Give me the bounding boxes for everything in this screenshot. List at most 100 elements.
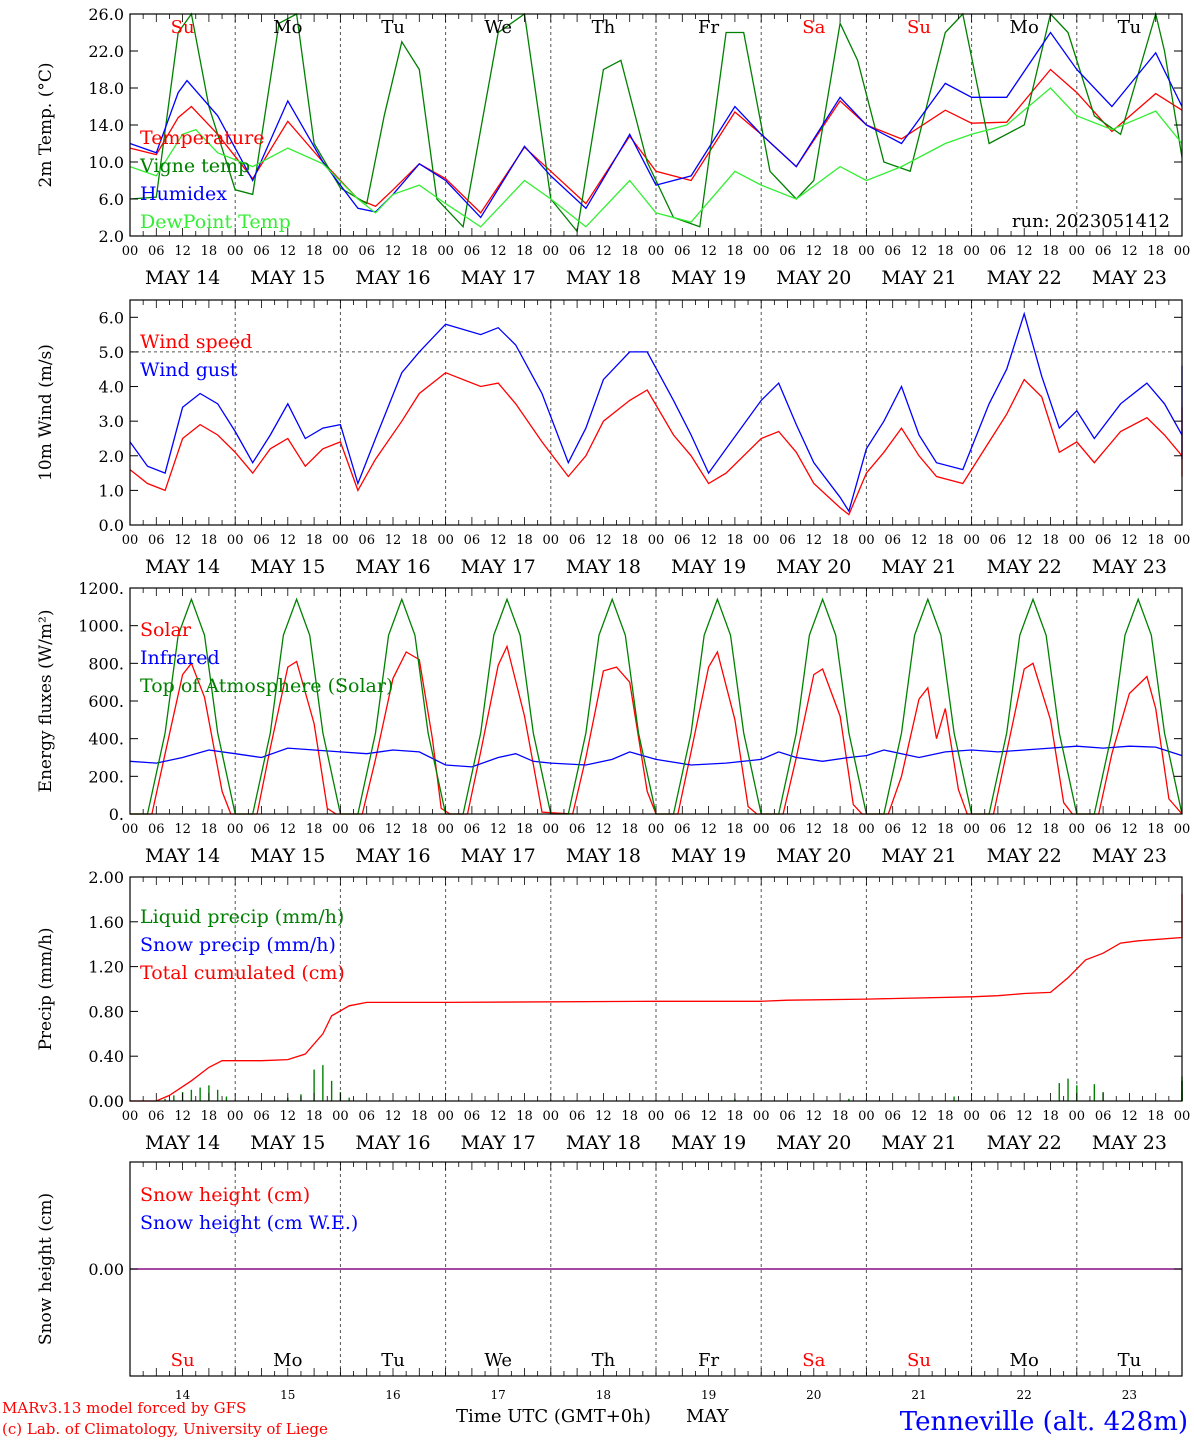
hour-tick-label: 12 [490,822,507,837]
hour-tick-label: 18 [306,1109,323,1124]
hour-tick-label: 18 [516,533,533,548]
hour-tick-label: 00 [753,822,770,837]
y-tick-label: 3.0 [99,412,124,431]
hour-tick-label: 12 [1121,533,1138,548]
hour-tick-label: 18 [621,822,638,837]
y-tick-label: 14.0 [88,116,124,135]
legend-entry: Temperature [140,127,264,149]
y-tick-label: 800. [88,654,124,673]
plot-frame [129,299,1183,526]
date-label: MAY 22 [987,267,1062,289]
y-tick-label: 1.0 [99,481,124,500]
hour-tick-label: 00 [332,1109,349,1124]
legend-entry: DewPoint Temp [140,211,291,233]
hour-tick-label: 12 [700,244,717,259]
series-line-temperature-0 [129,68,1183,214]
bottom-day-number: 18 [596,1388,611,1402]
y-axis-label: Energy fluxes (W/m²) [36,610,56,793]
hour-tick-label: 12 [280,533,297,548]
hour-tick-label: 12 [1121,822,1138,837]
date-label: MAY 19 [671,845,746,867]
y-tick-label: 26.0 [88,5,124,24]
hour-tick-label: 06 [990,1109,1007,1124]
legend-entry: Total cumulated (cm) [140,962,345,984]
hour-tick-label: 12 [595,1109,612,1124]
hour-tick-label: 06 [990,244,1007,259]
panel-energy: 0. 200. 400. 600. 800. 1000. 1200. Energy fluxe… [36,579,1190,867]
date-label: MAY 15 [250,556,325,578]
hour-tick-label: 12 [1016,822,1033,837]
hour-tick-label: 12 [1121,244,1138,259]
hour-tick-label: 18 [832,822,849,837]
hour-tick-label: 18 [727,244,744,259]
hour-tick-label: 18 [727,822,744,837]
hour-tick-label: 18 [727,533,744,548]
hour-tick-label: 18 [411,244,428,259]
hour-tick-label: 00 [963,244,980,259]
hour-tick-label: 18 [1147,533,1164,548]
y-tick-label: 600. [88,692,124,711]
y-tick-label: 0. [109,805,124,824]
hour-tick-label: 06 [464,533,481,548]
hour-tick-label: 12 [806,244,823,259]
hour-tick-label: 12 [700,533,717,548]
date-label: MAY 18 [566,556,641,578]
hour-tick-label: 18 [1147,1109,1164,1124]
hour-tick-label: 12 [174,1109,191,1124]
day-of-week-label: Sa [802,17,825,38]
date-label: MAY 18 [566,267,641,289]
legend-entry: Top of Atmosphere (Solar) [140,675,393,697]
y-axis-label: 2m Temp. (°C) [36,62,56,187]
run-label: run: 2023051412 [1012,211,1170,232]
date-label: MAY 14 [145,267,220,289]
date-label: MAY 21 [881,556,956,578]
y-axis-label: Precip (mm/h) [36,927,56,1050]
hour-tick-label: 06 [1095,1109,1112,1124]
hour-tick-label: 06 [148,822,165,837]
hour-tick-label: 00 [437,244,454,259]
bottom-day-of-week-label: Mo [1010,1350,1039,1371]
hour-tick-label: 00 [437,533,454,548]
legend-entry: Wind speed [140,331,252,353]
hour-tick-label: 06 [464,244,481,259]
hour-tick-label: 06 [148,244,165,259]
hour-tick-label: 00 [1174,533,1191,548]
date-label: MAY 14 [145,845,220,867]
hour-tick-label: 00 [332,822,349,837]
day-of-week-label: Mo [1010,17,1039,38]
hour-tick-label: 00 [963,533,980,548]
y-tick-label: 6.0 [99,190,124,209]
date-label: MAY 17 [461,1132,536,1154]
hour-tick-label: 00 [753,244,770,259]
day-of-week-label: Mo [273,17,302,38]
date-label: MAY 15 [250,845,325,867]
hour-tick-label: 00 [437,822,454,837]
hour-tick-label: 00 [858,533,875,548]
bottom-day-number: 21 [911,1388,926,1402]
hour-tick-label: 06 [674,533,691,548]
hour-tick-label: 18 [306,533,323,548]
legend-entry: Infrared [140,647,220,669]
hour-tick-label: 18 [832,244,849,259]
date-label: MAY 18 [566,845,641,867]
hour-tick-label: 12 [806,533,823,548]
hour-tick-label: 06 [884,1109,901,1124]
date-label: MAY 15 [250,267,325,289]
hour-tick-label: 00 [648,244,665,259]
hour-tick-label: 18 [411,533,428,548]
bottom-day-of-week-label: Tu [381,1350,405,1371]
hour-tick-label: 00 [122,1109,139,1124]
hour-tick-label: 00 [963,1109,980,1124]
y-tick-label: 2.0 [99,227,124,246]
bottom-day-number: 15 [280,1388,295,1402]
hour-tick-label: 12 [700,1109,717,1124]
y-tick-label: 6.0 [99,308,124,327]
date-label: MAY 14 [145,1132,220,1154]
footer-time-label: Time UTC (GMT+0h) [456,1406,651,1427]
y-tick-label: 200. [88,767,124,786]
date-label: MAY 18 [566,1132,641,1154]
hour-tick-label: 18 [937,244,954,259]
hour-tick-label: 12 [911,822,928,837]
hour-tick-label: 12 [385,244,402,259]
legend-entry: Snow height (cm) [140,1184,310,1206]
